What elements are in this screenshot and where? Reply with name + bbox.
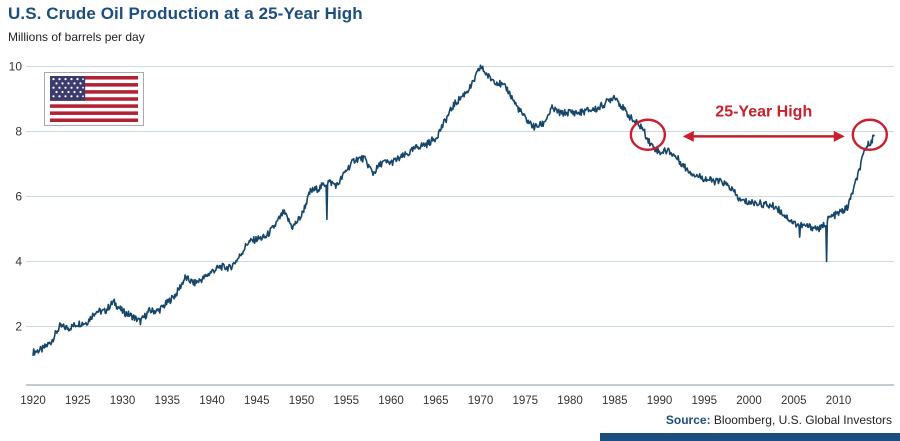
source-note: Source: Bloomberg, U.S. Global Investors <box>666 413 892 427</box>
arrow-label: 25-Year High <box>715 103 812 120</box>
y-tick-label: 8 <box>15 125 22 139</box>
production-line <box>32 64 875 356</box>
x-tick-label: 1945 <box>244 395 270 407</box>
x-tick-label: 1930 <box>110 395 136 407</box>
us-flag-icon <box>44 72 144 126</box>
arrow-head-right <box>833 130 845 142</box>
x-tick-label: 1970 <box>468 395 494 407</box>
x-tick-label: 1960 <box>378 395 404 407</box>
x-tick-label: 1965 <box>423 395 449 407</box>
x-tick-label: 1955 <box>333 395 359 407</box>
x-tick-label: 1990 <box>647 395 673 407</box>
x-tick-label: 1950 <box>289 395 315 407</box>
us-flag-graphic <box>50 76 138 122</box>
chart-subtitle: Millions of barrels per day <box>8 30 145 44</box>
footer-bar <box>600 433 900 441</box>
highlight-circle <box>629 118 667 151</box>
x-tick-label: 2000 <box>736 395 762 407</box>
x-tick-label: 1940 <box>199 395 225 407</box>
x-tick-label: 1980 <box>557 395 583 407</box>
25-year-high-arrow: 25-Year High <box>682 103 845 142</box>
x-tick-label: 2010 <box>826 395 852 407</box>
x-tick-label: 1935 <box>154 395 180 407</box>
x-tick-label: 1920 <box>20 395 46 407</box>
source-label: Source: <box>665 413 711 427</box>
x-tick-label: 1985 <box>602 395 628 407</box>
x-tick-label: 1925 <box>65 395 91 407</box>
arrow-head-left <box>682 130 694 142</box>
y-tick-label: 2 <box>15 320 22 334</box>
x-tick-label: 2005 <box>781 395 807 407</box>
chart-title: U.S. Crude Oil Production at a 25-Year H… <box>8 4 363 23</box>
y-tick-label: 10 <box>9 60 23 74</box>
x-tick-label: 1975 <box>512 395 538 407</box>
x-tick-label: 1995 <box>691 395 717 407</box>
y-tick-label: 4 <box>15 255 22 269</box>
source-text: Bloomberg, U.S. Global Investors <box>710 413 892 427</box>
highlight-circle <box>851 118 889 151</box>
y-tick-label: 6 <box>15 190 22 204</box>
